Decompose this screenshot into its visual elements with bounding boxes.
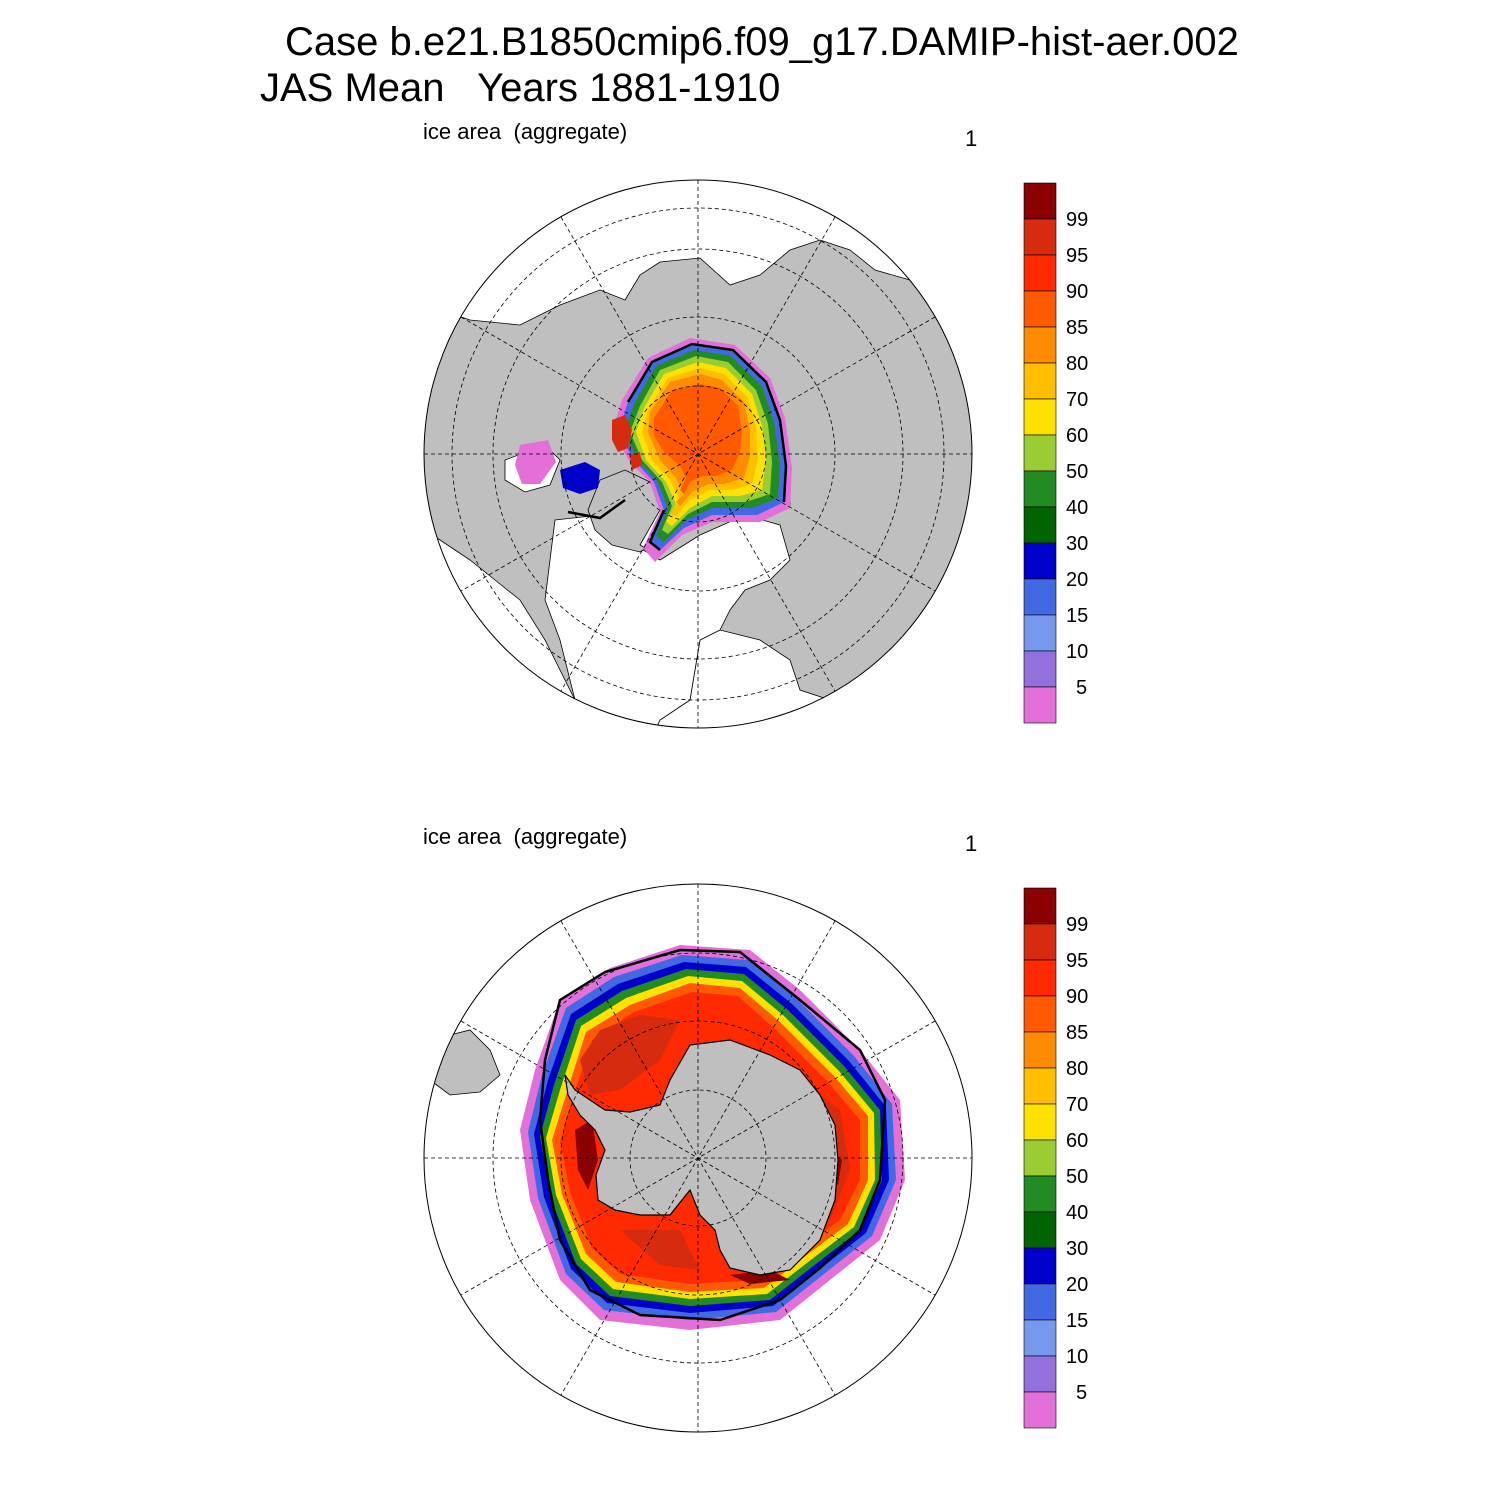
north-colorbar-label-10: 10 xyxy=(1066,641,1088,663)
north-colorbar-box-0 xyxy=(1023,182,1057,220)
south-polar-map xyxy=(423,883,973,1433)
south-colorbar-box-7 xyxy=(1023,1139,1057,1177)
south-colorbar-label-40: 40 xyxy=(1066,1202,1088,1224)
north-colorbar-label-99: 99 xyxy=(1066,209,1088,231)
north-colorbar-label-20: 20 xyxy=(1066,569,1088,591)
south-land-antarctica xyxy=(564,1039,839,1276)
north-colorbar-label-85: 85 xyxy=(1066,317,1088,339)
north-colorbar-box-14 xyxy=(1023,686,1057,724)
north-colorbar-label-80: 80 xyxy=(1066,353,1088,375)
south-colorbar-label-20: 20 xyxy=(1066,1274,1088,1296)
north-colorbar-label-95: 95 xyxy=(1066,245,1088,267)
north-colorbar-box-3 xyxy=(1023,290,1057,328)
north-colorbar-box-13 xyxy=(1023,650,1057,688)
south-colorbar-box-9 xyxy=(1023,1211,1057,1249)
south-colorbar-box-8 xyxy=(1023,1175,1057,1213)
south-colorbar-label-85: 85 xyxy=(1066,1022,1088,1044)
south-colorbar-box-13 xyxy=(1023,1355,1057,1393)
north-colorbar-label-5: 5 xyxy=(1076,677,1087,699)
north-colorbar-label-60: 60 xyxy=(1066,425,1088,447)
south-colorbar-box-12 xyxy=(1023,1319,1057,1357)
south-colorbar-label-50: 50 xyxy=(1066,1166,1088,1188)
north-graticule xyxy=(424,180,972,728)
south-panel-units-label: 1 xyxy=(965,831,978,856)
figure-title-case: Case b.e21.B1850cmip6.f09_g17.DAMIP-hist… xyxy=(285,20,1239,64)
north-colorbar-box-4 xyxy=(1023,326,1057,364)
south-colorbar-box-2 xyxy=(1023,959,1057,997)
north-colorbar-box-5 xyxy=(1023,362,1057,400)
south-colorbar-label-10: 10 xyxy=(1066,1346,1088,1368)
north-colorbar-label-30: 30 xyxy=(1066,533,1088,555)
north-colorbar-box-1 xyxy=(1023,218,1057,256)
north-colorbar-box-6 xyxy=(1023,398,1057,436)
north-ice-hudson-edge xyxy=(515,440,556,484)
south-ice-99 xyxy=(580,1015,850,1270)
north-colorbar-box-10 xyxy=(1023,542,1057,580)
south-graticule xyxy=(424,884,972,1432)
south-colorbar-label-95: 95 xyxy=(1066,950,1088,972)
south-colorbar-label-5: 5 xyxy=(1076,1382,1087,1404)
south-colorbar-box-14 xyxy=(1023,1391,1057,1429)
north-polar-map xyxy=(423,179,973,729)
north-colorbar-box-11 xyxy=(1023,578,1057,616)
north-colorbar-box-12 xyxy=(1023,614,1057,652)
south-colorbar-label-99: 99 xyxy=(1066,914,1088,936)
north-colorbar: 99 95 90 85 80 70 60 50 40 30 20 15 10 5 xyxy=(1023,182,1088,724)
north-ice-hudson xyxy=(560,462,600,494)
south-colorbar-box-4 xyxy=(1023,1031,1057,1069)
north-colorbar-label-40: 40 xyxy=(1066,497,1088,519)
north-colorbar-box-2 xyxy=(1023,254,1057,292)
north-colorbar-label-50: 50 xyxy=(1066,461,1088,483)
south-colorbar-box-0 xyxy=(1023,887,1057,925)
north-ice-archipelago xyxy=(612,415,642,470)
south-panel-variable-label: ice area (aggregate) xyxy=(423,824,628,849)
north-colorbar-label-90: 90 xyxy=(1066,281,1088,303)
north-panel-units-label: 1 xyxy=(965,126,978,151)
south-colorbar-label-30: 30 xyxy=(1066,1238,1088,1260)
south-colorbar-box-11 xyxy=(1023,1283,1057,1321)
south-colorbar-box-6 xyxy=(1023,1103,1057,1141)
south-ice-edge-contour xyxy=(538,948,887,1322)
north-colorbar-label-70: 70 xyxy=(1066,389,1088,411)
south-colorbar-box-1 xyxy=(1023,923,1057,961)
south-colorbar: 99 95 90 85 80 70 60 50 40 30 20 15 10 5 xyxy=(1023,887,1088,1429)
south-colorbar-label-70: 70 xyxy=(1066,1094,1088,1116)
south-map-border xyxy=(423,883,973,1433)
south-colorbar-box-3 xyxy=(1023,995,1057,1033)
south-colorbar-box-5 xyxy=(1023,1067,1057,1105)
north-colorbar-box-7 xyxy=(1023,434,1057,472)
south-colorbar-label-15: 15 xyxy=(1066,1310,1088,1332)
north-panel-variable-label: ice area (aggregate) xyxy=(423,119,628,144)
north-map-border xyxy=(423,179,973,729)
north-colorbar-box-8 xyxy=(1023,470,1057,508)
north-colorbar-label-15: 15 xyxy=(1066,605,1088,627)
figure-title-period: JAS Mean Years 1881-1910 xyxy=(260,66,781,110)
south-colorbar-label-90: 90 xyxy=(1066,986,1088,1008)
north-colorbar-box-9 xyxy=(1023,506,1057,544)
south-colorbar-label-80: 80 xyxy=(1066,1058,1088,1080)
south-colorbar-box-10 xyxy=(1023,1247,1057,1285)
south-colorbar-label-60: 60 xyxy=(1066,1130,1088,1152)
